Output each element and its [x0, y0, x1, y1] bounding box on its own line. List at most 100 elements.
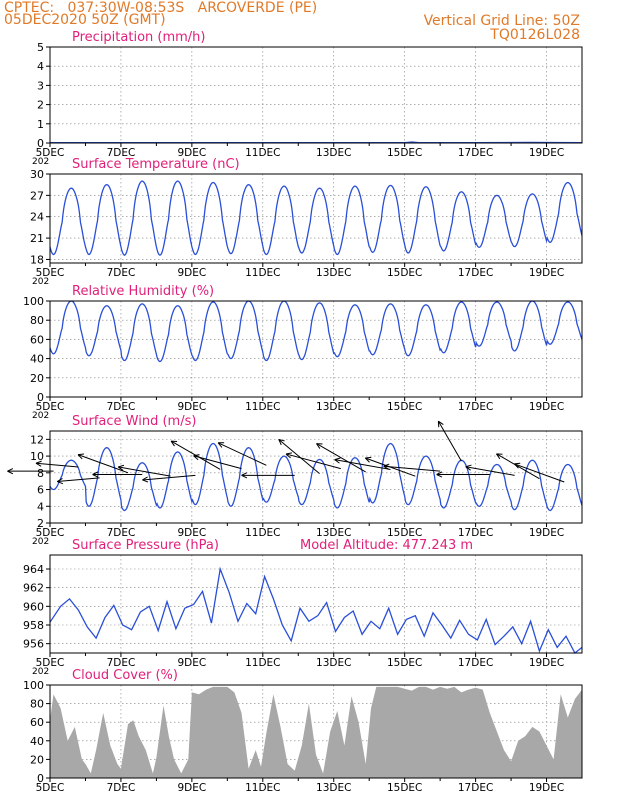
- precip-ytick-label: 5: [37, 41, 44, 54]
- precip-panel: Precipitation (mm/h) 0 1 2 3 4 5 5DEC 7DEC 9DEC 11…: [32, 30, 583, 167]
- temp-xtick-label: 17DEC: [458, 267, 493, 279]
- wind-ytick-label: 8: [37, 467, 44, 480]
- wind-ytick-label: 2: [37, 517, 44, 530]
- wind-arrow-head: [465, 466, 471, 471]
- press-ytick-label: 964: [23, 563, 44, 576]
- cloud-xtick-label: 9DEC: [177, 782, 206, 794]
- wind-arrow-head: [118, 464, 125, 468]
- press-xtick-label: 15DEC: [387, 657, 422, 669]
- wind-arrow-head: [496, 453, 501, 460]
- wind-arrow-shaft: [57, 477, 100, 483]
- cloud-xtick-label: 13DEC: [316, 782, 351, 794]
- rh-title: Relative Humidity (%): [72, 284, 214, 299]
- wind-arrow-head: [92, 474, 99, 478]
- cloud-ytick-label: 0: [37, 772, 44, 785]
- precip-xtick-label: 15DEC: [387, 147, 422, 159]
- header-datetime: 05DEC2020 50Z (GMT): [4, 12, 166, 28]
- rh-xtick-label: 9DEC: [177, 401, 206, 413]
- press-ytick-label: 958: [23, 619, 44, 632]
- wind-ytick-label: 6: [37, 484, 44, 497]
- wind-arrow-head: [436, 471, 443, 475]
- wind-arrow-shaft: [496, 453, 540, 480]
- wind-xtick-label: 19DEC: [529, 527, 564, 539]
- press-xtick-label: 9DEC: [177, 657, 206, 669]
- wind-arrow-head: [217, 442, 223, 448]
- cloud-ytick-label: 20: [30, 753, 44, 766]
- wind-xtick-label: 9DEC: [177, 527, 206, 539]
- rh-xtick-label: 19DEC: [529, 401, 564, 413]
- wind-series-line: [49, 442, 583, 512]
- precip-ytick-label: 0: [37, 137, 44, 150]
- precip-title: Precipitation (mm/h): [72, 30, 205, 45]
- press-frame: [49, 554, 583, 654]
- cloud-xtick-label: 19DEC: [529, 782, 564, 794]
- precip-ytick-label: 4: [37, 60, 44, 73]
- wind-arrow-shaft: [35, 462, 79, 468]
- wind-arrow-head: [7, 470, 14, 475]
- wind-arrow-shaft: [465, 466, 515, 476]
- wind-arrow-shaft: [383, 465, 441, 472]
- wind-ytick-label: 4: [37, 500, 44, 513]
- press-xtick-label: 11DEC: [245, 657, 280, 669]
- wind-arrow-shaft: [77, 454, 129, 474]
- header-grid-line: Vertical Grid Line: 50Z: [423, 13, 580, 29]
- wind-arrow-head: [514, 462, 521, 465]
- wind-arrow-head: [513, 463, 519, 469]
- wind-panel: Surface Wind (m/s) 2 4 6 8 10 12 5DEC 7DEC 9DEC 11…: [7, 414, 583, 547]
- press-model-altitude: Model Altitude: 477.243 m: [300, 538, 473, 553]
- wind-arrow-shaft: [334, 459, 391, 470]
- wind-arrow-shaft: [118, 466, 171, 477]
- precip-ytick-label: 3: [37, 79, 44, 92]
- rh-ytick-label: 40: [30, 353, 44, 366]
- wind-arrow-shaft: [514, 463, 565, 483]
- wind-arrow-head: [170, 440, 175, 447]
- cloud-cover-area: [50, 686, 582, 778]
- wind-arrow-head: [77, 454, 83, 460]
- wind-arrow-head: [465, 464, 472, 468]
- wind-arrow-head: [241, 472, 248, 476]
- temp-xtick-label: 9DEC: [177, 267, 206, 279]
- rh-xtick-label: 7DEC: [107, 401, 136, 413]
- wind-arrow-head: [364, 457, 370, 463]
- wind-arrow-head: [278, 438, 285, 442]
- press-xtick-label: 17DEC: [458, 657, 493, 669]
- wind-arrow-head: [142, 476, 148, 481]
- wind-arrow-head: [278, 439, 282, 446]
- wind-arrow-head: [57, 481, 64, 485]
- rh-xtick-label: 5DEC: [36, 401, 65, 413]
- rh-series-line: [49, 300, 583, 363]
- temp-ytick-label: 21: [30, 232, 44, 245]
- wind-arrow-head: [35, 462, 42, 467]
- wind-arrow-shaft: [193, 455, 242, 470]
- wind-arrow-head: [383, 463, 390, 467]
- wind-title: Surface Wind (m/s): [72, 414, 196, 429]
- wind-arrow-shaft: [285, 453, 341, 470]
- cloud-title: Cloud Cover (%): [72, 668, 178, 683]
- precip-ytick-label: 2: [37, 99, 44, 112]
- press-title: Surface Pressure (hPa): [72, 538, 219, 553]
- cloud-xtick-label: 15DEC: [387, 782, 422, 794]
- temp-ytick-label: 18: [30, 253, 44, 266]
- wind-arrow-shaft: [142, 474, 196, 481]
- wind-arrow-head: [334, 459, 340, 464]
- press-series-line: [49, 566, 583, 654]
- press-xtick-label: 7DEC: [107, 657, 136, 669]
- cloud-panel: Cloud Cover (%) 0 20 40 60 80 100 5DEC 7DEC 9DEC 1…: [23, 668, 583, 794]
- wind-ytick-label: 10: [30, 450, 44, 463]
- temp-ytick-label: 27: [30, 189, 44, 202]
- press-ytick-label: 960: [23, 600, 44, 613]
- rh-ytick-label: 0: [37, 391, 44, 404]
- wind-arrow-head: [241, 474, 248, 479]
- cloud-xtick-label: 17DEC: [458, 782, 493, 794]
- wind-xtick-label: 7DEC: [107, 527, 136, 539]
- temp-frame: [49, 173, 583, 264]
- wind-arrows: [7, 420, 565, 485]
- cloud-xtick-label: 5DEC: [36, 782, 65, 794]
- precip-frame: [49, 46, 583, 144]
- temp-xtick-label: 19DEC: [529, 267, 564, 279]
- precip-xtick-label: 19DEC: [529, 147, 564, 159]
- wind-ytick-label: 12: [30, 433, 44, 446]
- press-xtick-label: 5DEC: [36, 657, 65, 669]
- press-ytick-label: 956: [23, 638, 44, 651]
- precip-xtick-label: 11DEC: [245, 147, 280, 159]
